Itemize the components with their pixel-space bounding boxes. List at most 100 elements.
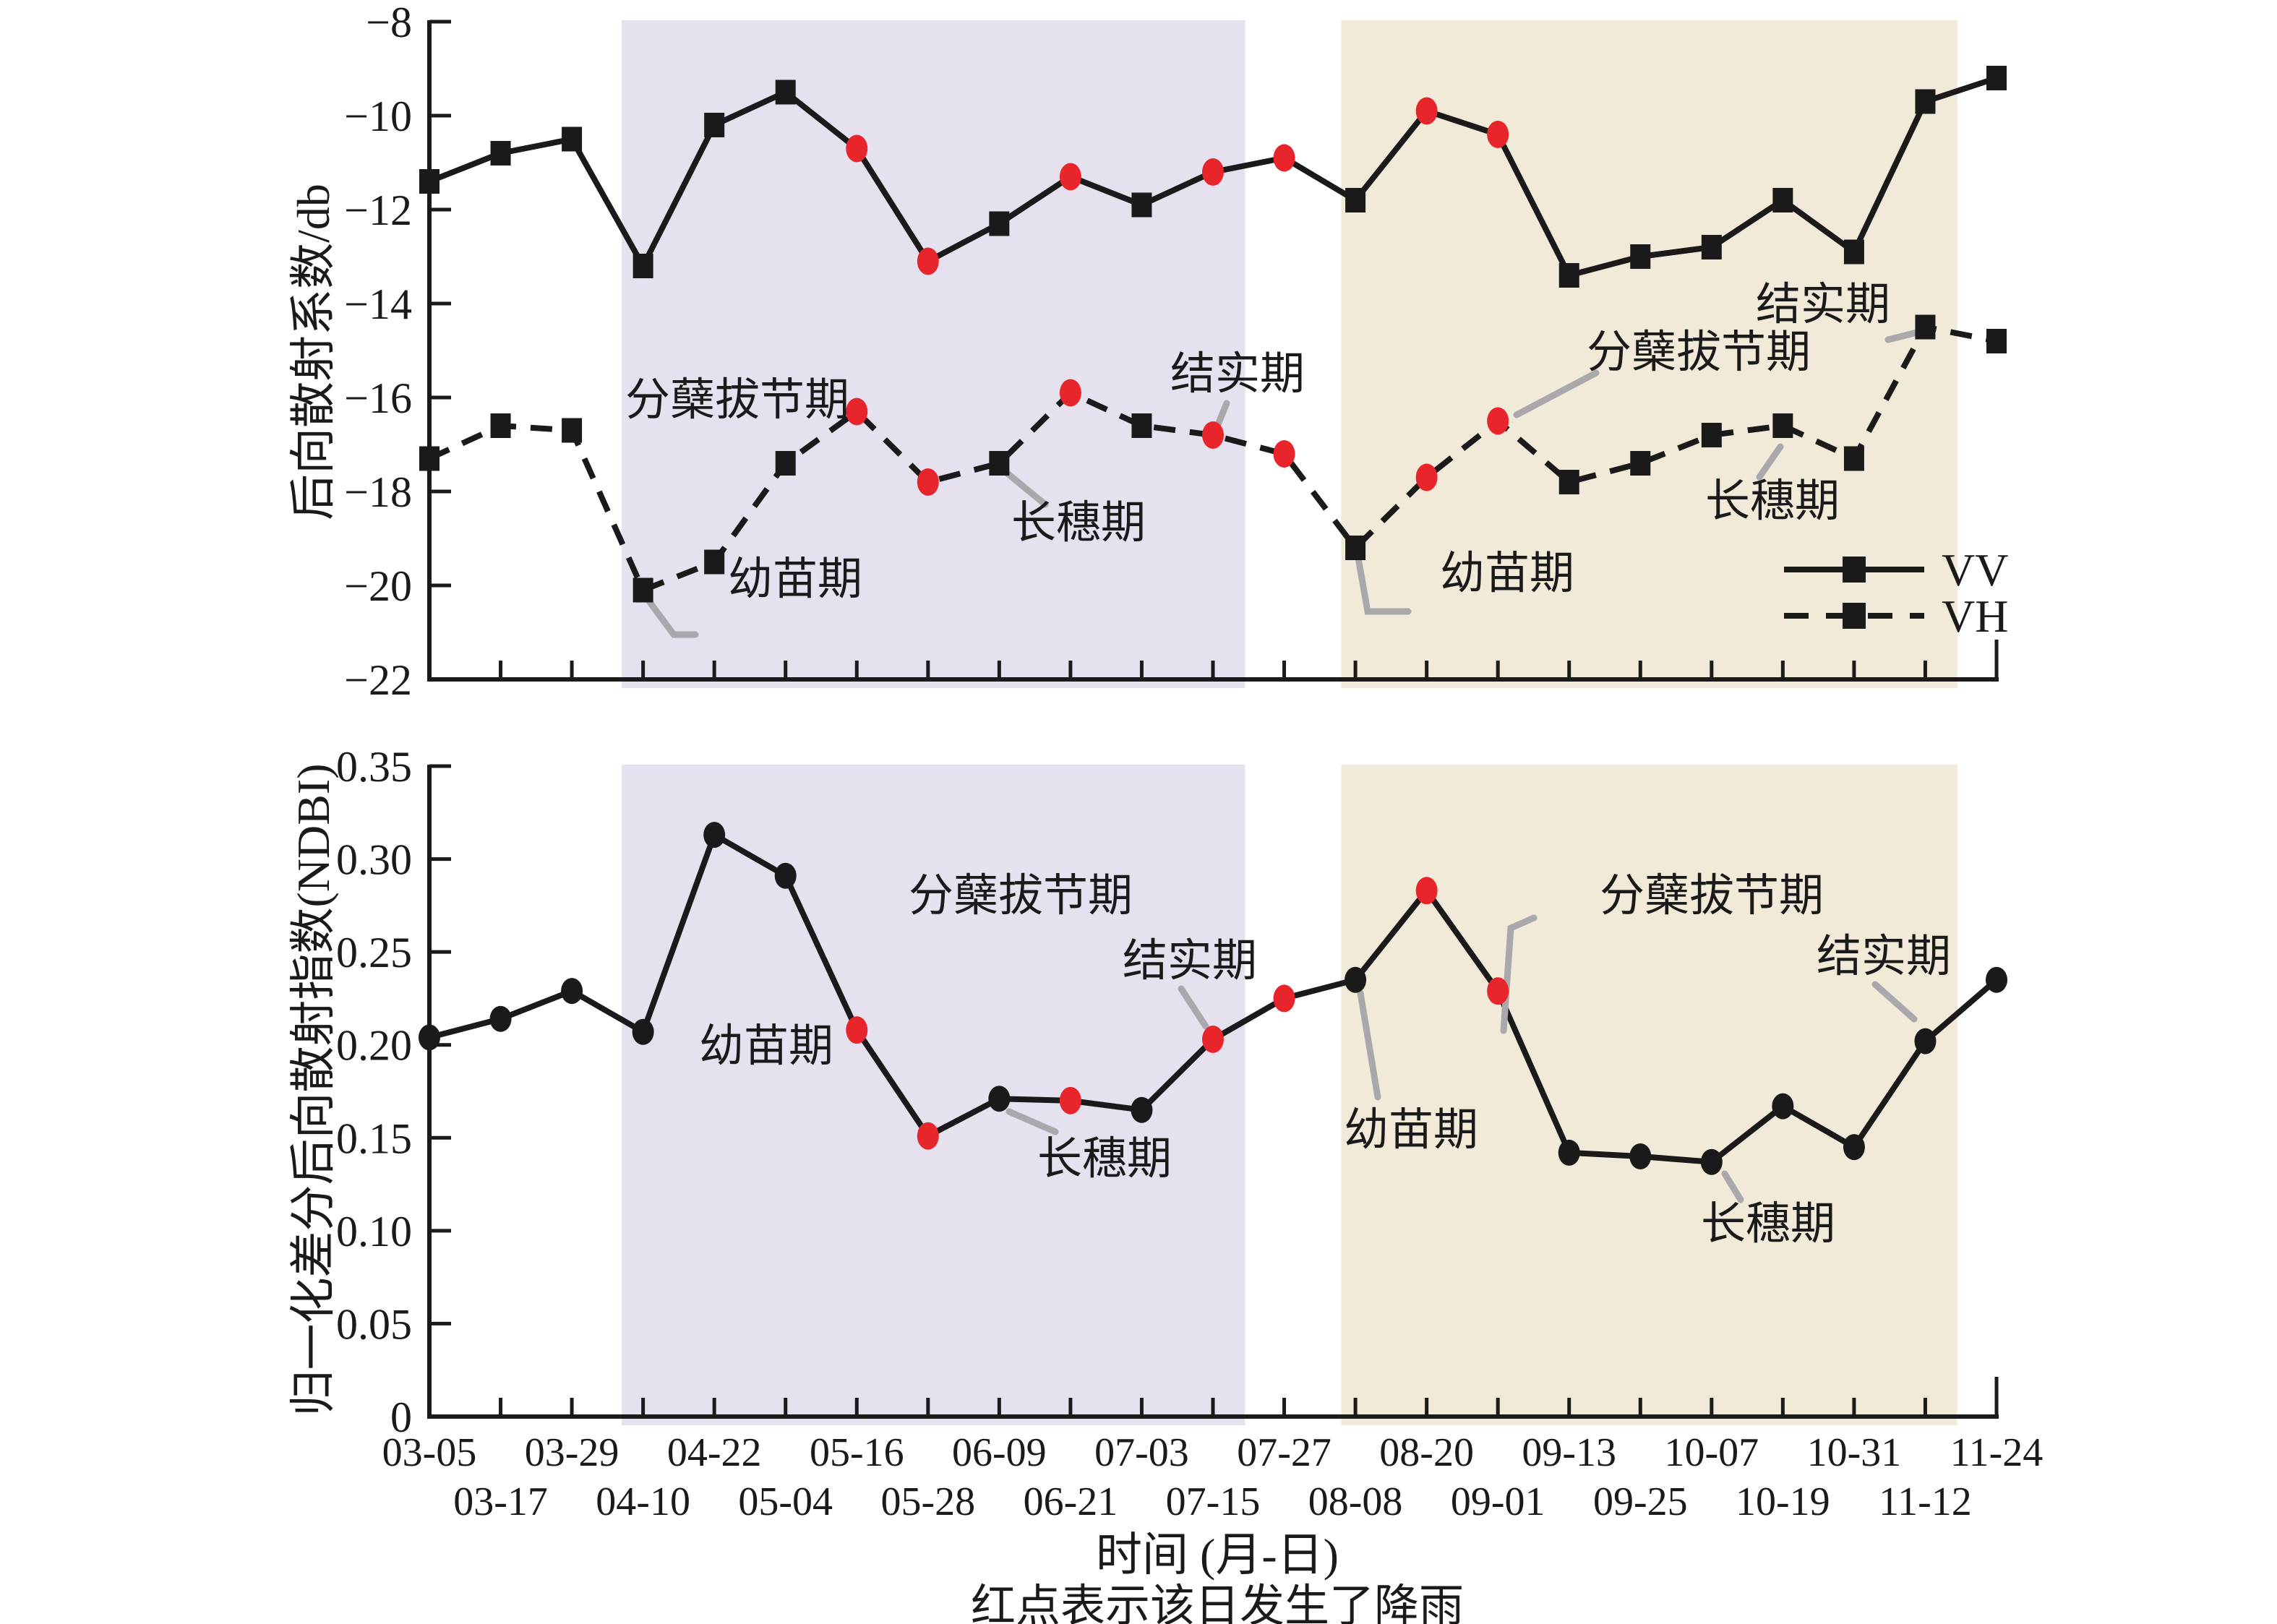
y-tick-label: −18 <box>344 468 412 516</box>
y-tick-label: 0.20 <box>336 1022 412 1070</box>
data-point <box>632 577 653 603</box>
annotation-label: 幼苗期 <box>728 555 862 604</box>
date-label: 11-12 <box>1879 1479 1972 1524</box>
data-point <box>1986 329 2007 353</box>
data-point <box>1630 244 1651 269</box>
data-point <box>1629 1143 1652 1169</box>
data-point <box>774 862 797 889</box>
y-tick-label: 0.05 <box>336 1300 412 1348</box>
data-point <box>1986 66 2007 90</box>
annotation-label: 幼苗期 <box>699 1022 833 1071</box>
data-point <box>1131 1096 1153 1123</box>
annotation-leader <box>1884 329 1921 343</box>
rain-point <box>1415 877 1438 905</box>
data-point <box>489 1005 512 1032</box>
data-point <box>1345 188 1366 212</box>
y-tick-label: 0.15 <box>336 1114 412 1162</box>
data-point <box>1843 446 1864 471</box>
date-label: 09-01 <box>1451 1479 1545 1524</box>
rain-point <box>917 468 939 496</box>
data-point <box>1630 451 1651 476</box>
annotation-label: 分蘖拔节期 <box>909 872 1133 921</box>
x-axis-title: 时间 (月-日) <box>1096 1529 1339 1581</box>
rain-point <box>1059 163 1081 191</box>
rain-point <box>846 1016 868 1044</box>
y-axis-title-backscatter: 后向散射系数/db <box>288 184 339 520</box>
data-point <box>1558 263 1579 288</box>
annotation-label: 分蘖拔节期 <box>1587 328 1811 377</box>
data-point <box>632 254 653 278</box>
legend-marker-vh <box>1843 603 1866 629</box>
annotation-leader <box>1871 981 1918 1023</box>
annotation-leader <box>646 598 699 638</box>
data-point <box>1772 413 1793 438</box>
band-season1 <box>622 20 1245 688</box>
data-point <box>1915 89 1936 114</box>
annotation-leader <box>1357 989 1381 1101</box>
y-tick-label: 0.25 <box>336 929 412 976</box>
rain-point <box>1202 421 1224 449</box>
data-point <box>989 451 1010 476</box>
data-point <box>562 418 583 443</box>
data-point <box>704 549 725 575</box>
annotation-label: 结实期 <box>1170 350 1305 399</box>
data-point <box>1701 423 1722 447</box>
data-point <box>1986 966 2007 993</box>
rain-point <box>1202 158 1224 186</box>
annotation-leader <box>1756 443 1784 481</box>
data-point <box>704 113 725 137</box>
rain-point <box>1273 984 1295 1013</box>
annotation-leader <box>1721 1170 1744 1203</box>
data-point <box>1772 1093 1794 1120</box>
annotation-leader <box>1355 554 1412 615</box>
annotation-label: 长穗期 <box>1011 499 1146 548</box>
data-point <box>775 451 796 476</box>
rain-point <box>1415 97 1438 125</box>
date-label: 05-04 <box>738 1479 833 1524</box>
data-point <box>632 1018 654 1045</box>
data-point <box>1345 536 1366 560</box>
annotation-label: 结实期 <box>1817 932 1951 981</box>
annotation-label: 结实期 <box>1756 280 1890 330</box>
rain-point <box>1415 463 1438 491</box>
data-point <box>1558 1139 1580 1166</box>
annotation-label: 长穗期 <box>1037 1135 1172 1184</box>
band-season2 <box>1341 765 1957 1425</box>
date-label: 10-19 <box>1736 1479 1830 1524</box>
y-tick-label: −22 <box>344 656 412 704</box>
annotation-label: 结实期 <box>1123 937 1257 986</box>
date-label: 05-16 <box>810 1430 904 1475</box>
rain-point <box>917 247 939 275</box>
date-label: 05-28 <box>880 1479 975 1524</box>
date-label: 08-20 <box>1379 1430 1474 1475</box>
data-point <box>989 211 1010 236</box>
date-label: 07-03 <box>1094 1430 1189 1475</box>
annotation-leader <box>1178 985 1209 1030</box>
vh-line <box>428 324 1997 593</box>
rain-note: 红点表示该日发生了降雨 <box>970 1582 1465 1624</box>
date-label: 06-21 <box>1024 1479 1118 1524</box>
rain-point <box>1202 1026 1224 1053</box>
data-point <box>1914 1028 1937 1054</box>
rain-point <box>917 1122 939 1150</box>
date-label: 10-31 <box>1807 1430 1902 1475</box>
annotation-label: 幼苗期 <box>1440 549 1574 598</box>
y-tick-label: −20 <box>344 562 412 610</box>
annotation-leader <box>1513 369 1600 418</box>
data-point <box>1131 192 1152 218</box>
data-point <box>1345 966 1367 993</box>
data-point <box>561 978 583 1005</box>
date-label: 04-22 <box>667 1430 762 1475</box>
y-tick-label: 0 <box>390 1393 412 1441</box>
rain-point <box>1059 379 1081 407</box>
rain-point <box>1273 144 1295 172</box>
data-point <box>1700 1148 1723 1175</box>
data-point <box>1558 470 1579 494</box>
data-point <box>775 80 796 105</box>
data-point <box>1915 314 1936 340</box>
data-point <box>1843 239 1864 265</box>
legend-marker-vv <box>1843 557 1866 583</box>
y-tick-label: −10 <box>344 93 412 140</box>
date-label: 06-09 <box>952 1430 1047 1475</box>
